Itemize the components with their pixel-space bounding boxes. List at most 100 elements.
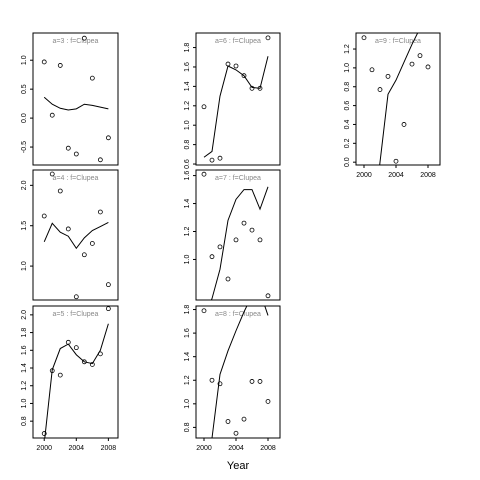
point	[49, 368, 55, 374]
point	[425, 64, 431, 70]
y-tick-label: 1.0	[21, 398, 28, 408]
point	[249, 379, 255, 384]
point	[233, 63, 239, 69]
y-tick-label: 1.2	[184, 101, 191, 111]
point	[57, 372, 63, 378]
point	[65, 145, 71, 151]
point	[217, 244, 223, 250]
y-tick-label: 1.6	[184, 62, 191, 72]
x-tick-label: 2008	[420, 172, 436, 179]
y-tick-label: 0.4	[344, 119, 351, 129]
x-axis-label: Year	[227, 460, 250, 472]
y-tick-label: 0.0	[21, 113, 28, 123]
panel-title: a=8 : f=Clupea	[215, 311, 261, 318]
point	[385, 73, 391, 79]
panel-frame	[195, 305, 281, 439]
point	[73, 151, 79, 157]
point	[257, 379, 263, 384]
y-tick-label: 0.8	[184, 140, 191, 150]
y-tick-label: 1.0	[184, 254, 191, 264]
point	[257, 237, 263, 243]
point	[409, 61, 415, 67]
point	[377, 87, 383, 92]
point	[233, 237, 239, 243]
panel-title: a=7 : f=Clupea	[215, 175, 261, 182]
y-tick-label: 1.0	[344, 63, 351, 73]
y-tick-label: 0.5	[21, 84, 28, 94]
point	[241, 220, 247, 226]
x-tick-label: 2000	[36, 445, 52, 452]
y-tick-label: 1.2	[184, 227, 191, 237]
point	[209, 377, 215, 383]
panel-title: a=6 : f=Clupea	[215, 38, 261, 45]
fit-line	[379, 33, 419, 165]
y-tick-label: 1.2	[344, 44, 351, 54]
y-tick-label: 2.0	[21, 180, 28, 190]
point	[201, 104, 207, 110]
point	[89, 362, 95, 367]
point	[209, 157, 215, 163]
point	[65, 339, 71, 345]
panel-frame	[32, 169, 119, 301]
point	[209, 254, 215, 260]
point	[57, 188, 63, 194]
y-tick-label: 1.0	[21, 55, 28, 65]
panel-frame	[32, 305, 119, 439]
panel-title: a=9 : f=Clupea	[375, 38, 421, 45]
point	[97, 157, 103, 163]
y-tick-label: 1.4	[21, 363, 28, 373]
panel-title: a=4 : f=Clupea	[53, 175, 99, 182]
y-tick-label: 1.8	[21, 328, 28, 338]
x-tick-label: 2004	[388, 172, 404, 179]
point	[97, 209, 103, 215]
y-tick-label: -0.5	[21, 141, 28, 153]
x-tick-label: 2004	[69, 445, 85, 452]
y-tick-label: 0.8	[21, 416, 28, 426]
point	[417, 53, 423, 59]
x-tick-label: 2004	[228, 445, 244, 452]
point	[217, 155, 223, 161]
point	[89, 75, 95, 81]
point	[41, 431, 47, 436]
y-tick-label: 1.0	[21, 261, 28, 271]
x-tick-label: 2000	[196, 445, 212, 452]
y-tick-label: 1.6	[184, 171, 191, 181]
point	[369, 67, 375, 73]
point	[57, 63, 63, 68]
y-tick-label: 1.4	[184, 199, 191, 209]
point	[97, 351, 103, 357]
point	[41, 213, 47, 219]
point	[241, 73, 247, 79]
y-tick-label: 0.8	[344, 82, 351, 92]
panel-title: a=5 : f=Clupea	[53, 311, 99, 318]
point	[105, 135, 111, 141]
point	[73, 294, 79, 300]
y-tick-label: 1.6	[21, 345, 28, 355]
panel-frame	[195, 169, 281, 301]
point	[201, 171, 207, 177]
point	[265, 399, 271, 404]
point	[265, 293, 271, 299]
y-tick-label: 1.2	[21, 381, 28, 391]
point	[81, 252, 87, 258]
fit-line	[43, 96, 109, 111]
point	[249, 85, 255, 91]
panel-frame	[32, 32, 119, 166]
point	[105, 306, 111, 312]
point	[217, 381, 223, 387]
fit-line	[203, 56, 269, 158]
y-tick-label: 2.0	[21, 310, 28, 320]
fit-line	[210, 186, 269, 300]
point	[41, 59, 47, 65]
panel-frame	[195, 32, 281, 166]
point	[241, 416, 247, 422]
y-tick-label: 1.0	[184, 399, 191, 409]
point	[401, 122, 407, 127]
point	[81, 35, 87, 41]
y-tick-label: 1.8	[184, 305, 191, 315]
point	[65, 226, 71, 232]
y-tick-label: 1.5	[21, 221, 28, 231]
point	[49, 171, 55, 177]
point	[225, 276, 231, 282]
